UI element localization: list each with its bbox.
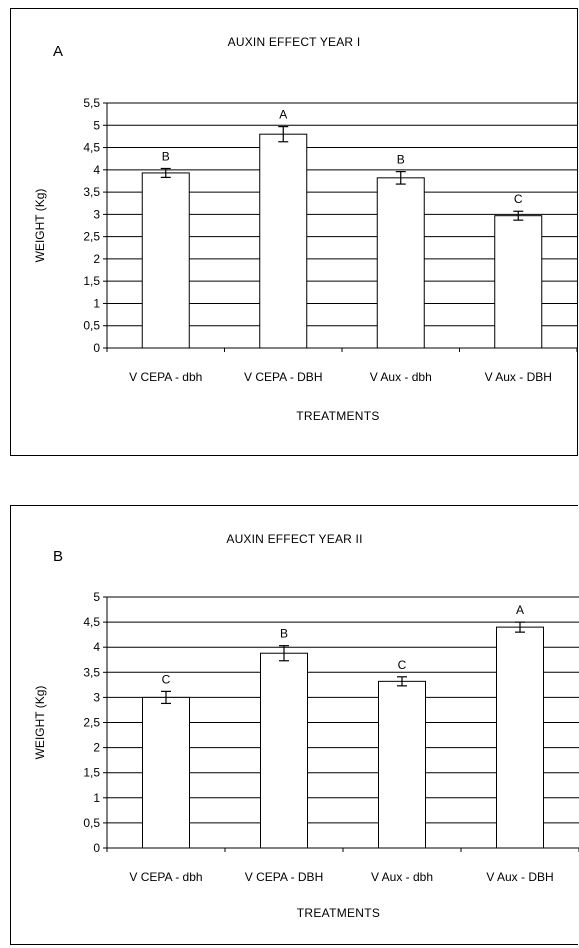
y-tick-label: 2,5 [83,716,100,730]
x-tick-label: V CEPA - dbh [129,870,202,884]
plot-area: 0 0,5 1 1,5 2 2,5 3 3,5 4 4,5 5 WEIGHT (Kg) C V CEPA … [33,590,579,884]
bar [259,133,308,349]
y-tick-label: 1,5 [83,766,100,780]
bar [376,177,425,349]
y-tick-label: 5 [93,118,100,132]
y-tick-label: 3,5 [83,665,100,679]
x-tick-label: V CEPA - DBH [245,870,323,884]
significance-label: B [397,153,405,167]
y-tick-label: 1 [93,296,100,310]
y-tick-label: 4,5 [83,141,100,155]
y-tick-label: 2,5 [83,230,100,244]
y-axis-label: WEIGHT (Kg) [33,189,47,263]
x-axis-label: TREATMENTS [296,409,380,423]
y-tick-label: 3,5 [83,185,100,199]
y-tick-label: 5 [93,590,100,604]
y-tick-label: 2 [93,252,100,266]
y-tick-label: 1 [93,791,100,805]
y-tick-label: 0 [93,841,100,855]
y-tick-label: 0 [93,341,100,355]
x-tick-label: V Aux - dbh [370,370,432,384]
bar [142,696,190,849]
significance-label: C [162,672,171,686]
y-tick-label: 4 [93,640,100,654]
x-tick-label: V Aux - DBH [486,870,553,884]
significance-label: A [516,603,524,617]
x-tick-label: V CEPA - dbh [129,370,202,384]
significance-label: C [398,658,407,672]
bar [260,652,308,849]
panel-label: B [53,548,64,565]
y-tick-label: 1,5 [83,274,100,288]
bar [494,215,543,349]
significance-label: A [279,108,287,122]
chart-panel-b: B AUXIN EFFECT YEAR II 0 0,5 1 1,5 2 2,5 3 3,5 4… [10,505,579,945]
y-tick-label: 4,5 [83,615,100,629]
y-tick-label: 0,5 [83,319,100,333]
chart-panel-a: A AUXIN EFFECT YEAR I 0 0,5 1 1,5 2 2,5 3 3,5 4 4… [10,8,578,456]
x-tick-label: V Aux - dbh [371,870,433,884]
y-tick-label: 0,5 [83,816,100,830]
x-axis-label: TREATMENTS [296,906,381,920]
y-tick-label: 3 [93,690,100,704]
plot-area: 0 0,5 1 1,5 2 2,5 3 3,5 4 4,5 5 5,5 WEIGHT (Kg) B V CE… [33,96,578,384]
significance-label: B [162,149,170,163]
x-tick-label: V Aux - DBH [485,370,552,384]
significance-label: B [280,627,288,641]
bar [141,172,190,349]
y-tick-label: 3 [93,207,100,221]
x-tick-label: V CEPA - DBH [244,370,322,384]
bar [378,680,426,849]
panel-label: A [53,43,64,60]
chart-title: AUXIN EFFECT YEAR II [226,532,363,546]
bar [496,626,544,849]
significance-label: C [514,192,523,206]
chart-title: AUXIN EFFECT YEAR I [227,35,361,49]
y-axis-label: WEIGHT (Kg) [33,686,47,760]
y-tick-label: 4 [93,163,100,177]
y-tick-label: 5,5 [83,96,100,110]
y-tick-label: 2 [93,741,100,755]
